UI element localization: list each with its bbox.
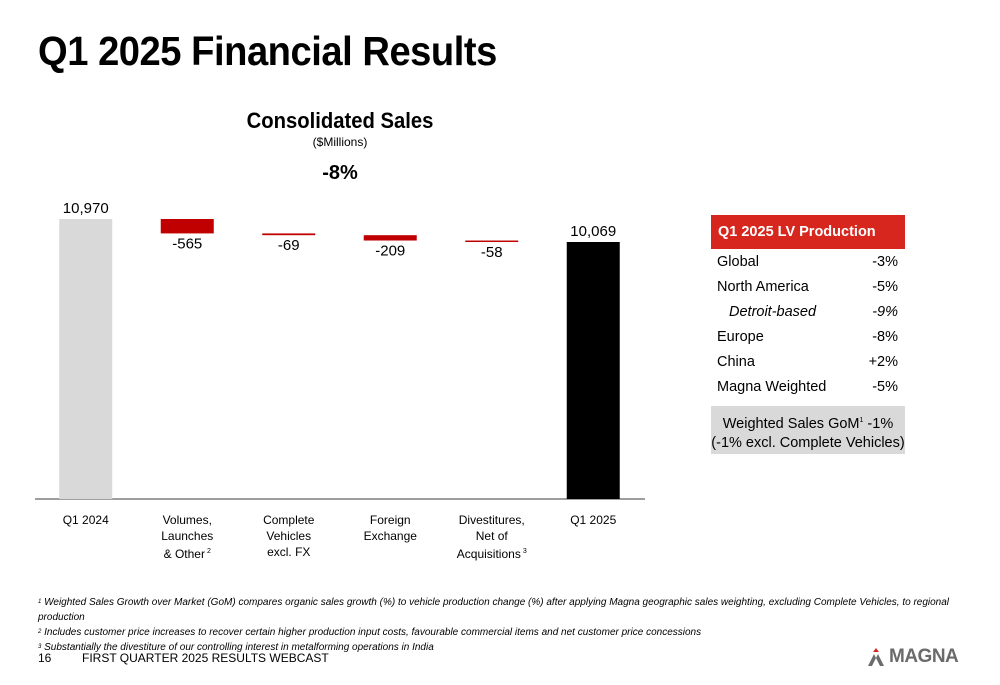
page-number: 16 <box>38 651 52 665</box>
footnote: 3 Substantially the divestiture of our c… <box>38 640 988 655</box>
footnote-text: Includes customer price increases to rec… <box>41 627 702 638</box>
lv-row-label: Europe <box>717 329 764 345</box>
x-tick-label: Q1 2025 <box>543 512 643 528</box>
footnote-number: 1 <box>38 599 42 605</box>
x-tick-label: Volumes, Launches & Other 2 <box>137 512 237 562</box>
lv-row: North America -5% <box>711 275 905 300</box>
lv-row-value: -5% <box>872 279 898 295</box>
decrease-bar <box>160 219 214 234</box>
total-bar <box>566 241 620 500</box>
x-tick-text: Complete Vehicles excl. FX <box>263 513 315 559</box>
footnote-number: 3 <box>38 644 42 650</box>
lv-row: Magna Weighted -5% <box>711 375 905 400</box>
gom-box: Weighted Sales GoM1 -1% (-1% excl. Compl… <box>711 406 905 454</box>
lv-row-value: -9% <box>872 304 898 320</box>
x-tick-label: Complete Vehicles excl. FX <box>239 512 339 560</box>
waterfall-chart: 10,970 -565 -69 -209 -58 10,069 <box>35 200 645 500</box>
decrease-bar <box>363 235 417 241</box>
footer-title: FIRST QUARTER 2025 RESULTS WEBCAST <box>82 651 329 665</box>
x-tick-label: Divestitures, Net of Acquisitions 3 <box>442 512 542 562</box>
lv-row-value: -8% <box>872 329 898 345</box>
total-bar <box>59 219 113 499</box>
x-tick-footnote-ref: 3 <box>522 548 527 555</box>
lv-row-value: +2% <box>868 354 898 370</box>
lv-row-label: North America <box>717 279 809 295</box>
footnotes: 1 Weighted Sales Growth over Market (GoM… <box>38 595 988 655</box>
decrease-bar <box>465 240 519 243</box>
x-tick-text: Q1 2025 <box>570 513 617 527</box>
lv-row: Europe -8% <box>711 325 905 350</box>
lv-row: Detroit-based -9% <box>711 300 905 325</box>
magna-logo: MAGNA <box>866 646 959 667</box>
page-title: Q1 2025 Financial Results <box>38 28 497 74</box>
lv-row-label: Global <box>717 254 759 270</box>
lv-row: China +2% <box>711 350 905 375</box>
x-tick-label: Q1 2024 <box>36 512 136 528</box>
lv-table-rows: Global -3% North America -5% Detroit-based -9… <box>711 249 905 400</box>
bar-value-label: -69 <box>278 237 300 254</box>
gom-value: -1% <box>863 415 894 432</box>
lv-row-label: Magna Weighted <box>717 379 827 395</box>
footnote-text: Substantially the divestiture of our con… <box>41 642 434 653</box>
x-tick-text: Divestitures, Net of Acquisitions <box>456 513 525 561</box>
lv-row: Global -3% <box>711 250 905 275</box>
footnote-number: 2 <box>38 629 42 635</box>
gom-label: Weighted Sales GoM <box>722 415 860 432</box>
magna-logo-text: MAGNA <box>889 646 959 667</box>
bar-value-label: -58 <box>481 244 503 261</box>
lv-row-value: -3% <box>872 254 898 270</box>
footnote-text: Weighted Sales Growth over Market (GoM) … <box>38 597 950 623</box>
lv-table-header: Q1 2025 LV Production <box>711 215 905 249</box>
gom-line: Weighted Sales GoM1 -1% <box>711 411 905 434</box>
gom-note: (-1% excl. Complete Vehicles) <box>711 434 905 451</box>
bar-value-label: -565 <box>172 235 202 252</box>
x-axis-labels: Q1 2024 Volumes, Launches & Other 2 Complet… <box>0 512 660 572</box>
lv-production-table: Q1 2025 LV Production Global -3% North Ame… <box>711 215 905 454</box>
x-tick-text: Foreign Exchange <box>363 513 417 543</box>
magna-logo-icon <box>868 648 884 666</box>
footnote: 2 Includes customer price increases to r… <box>38 625 988 640</box>
x-tick-footnote-ref: 2 <box>206 548 211 555</box>
bar-value-label: 10,069 <box>570 223 616 240</box>
footnote: 1 Weighted Sales Growth over Market (GoM… <box>38 595 988 625</box>
x-tick-label: Foreign Exchange <box>340 512 440 544</box>
bar-value-label: -209 <box>375 243 405 260</box>
lv-row-label: China <box>717 354 755 370</box>
gom-footnote-ref: 1 <box>859 417 864 424</box>
bar-value-label: 10,970 <box>63 200 109 217</box>
x-tick-text: Q1 2024 <box>62 513 109 527</box>
x-tick-text: Volumes, Launches & Other <box>161 513 214 561</box>
lv-row-label: Detroit-based <box>729 304 817 320</box>
decrease-bar <box>262 233 316 236</box>
percent-change-label: -8% <box>322 162 358 184</box>
lv-row-value: -5% <box>872 379 898 395</box>
chart-title: Consolidated Sales <box>246 108 434 133</box>
chart-subtitle: ($Millions) <box>312 135 368 149</box>
